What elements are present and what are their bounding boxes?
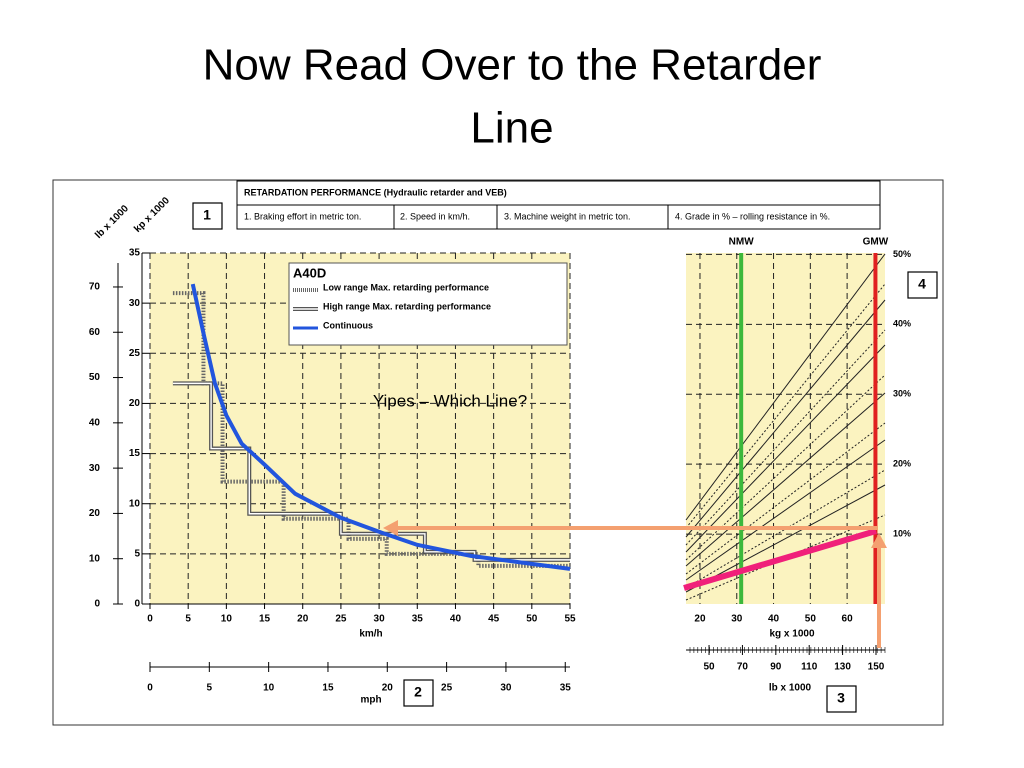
x-tick-label: 30: [731, 614, 743, 625]
slide-title: Line: [470, 104, 553, 153]
x-tick-label: 60: [842, 614, 854, 625]
x2-tick-label: 70: [737, 662, 749, 673]
x-tick-label: 30: [374, 614, 386, 625]
x-tick-label: 40: [450, 614, 462, 625]
x-tick-label: 35: [412, 614, 424, 625]
legend-title: A40D: [293, 265, 326, 280]
x-tick-label: 50: [805, 614, 817, 625]
legend-label: High range Max. retarding performance: [323, 301, 491, 311]
step-box: [826, 685, 857, 713]
x-tick-label: 25: [335, 614, 347, 625]
x2-tick-label: 10: [263, 683, 275, 694]
x2-tick-label: 150: [868, 662, 885, 673]
x-axis-label: km/h: [359, 629, 382, 640]
grade-line-dotted: [685, 329, 886, 546]
x2-tick-label: 35: [560, 683, 572, 694]
x2-tick-label: 110: [801, 662, 818, 673]
x-tick-label: 40: [768, 614, 780, 625]
grade-line: [685, 392, 886, 567]
step-box: [403, 679, 434, 707]
y-tick-label: 25: [129, 348, 141, 359]
y-tick-label: 0: [134, 599, 140, 610]
y-tick-label: 15: [129, 448, 141, 459]
legend-label: Continuous: [323, 320, 373, 330]
y2-tick-label: 70: [89, 282, 101, 293]
x2-tick-label: 15: [322, 683, 334, 694]
retarder-line-highlight: [683, 528, 877, 591]
x-tick-label: 20: [694, 614, 706, 625]
marker-label: NMW: [729, 237, 755, 248]
y-tick-label: 30: [129, 298, 141, 309]
y-tick-label: 20%: [893, 459, 911, 469]
header-item: 1. Braking effort in metric ton.: [244, 211, 361, 221]
x2-tick-label: 130: [834, 662, 851, 673]
y-tick-label: 5: [134, 548, 140, 559]
x-tick-label: 45: [488, 614, 500, 625]
left-chart: 0 5 10 15 20 25 30 35 40 45 50 55051015202530350102…: [89, 195, 576, 706]
arrow-head: [383, 520, 398, 536]
y2-tick-label: 30: [89, 463, 101, 474]
annotation: Yipes – Which Line?: [373, 391, 527, 410]
x2-axis-label: lb x 1000: [769, 683, 812, 694]
x-tick-label: 50: [526, 614, 538, 625]
header-item: 2. Speed in km/h.: [400, 211, 470, 221]
step-box: [907, 271, 938, 299]
step-label: 2: [414, 684, 422, 700]
legend-box: [288, 262, 568, 346]
y-tick-label: 50%: [893, 249, 911, 259]
header-title: RETARDATION PERFORMANCE (Hydraulic retar…: [244, 187, 507, 197]
y-tick-label: 30%: [893, 389, 911, 399]
x2-tick-label: 30: [500, 683, 512, 694]
y-tick-label: 35: [129, 248, 141, 259]
y2-tick-label: 20: [89, 508, 101, 519]
x-tick-label: 0: [147, 614, 153, 625]
x-tick-label: 55: [564, 614, 576, 625]
x2-tick-label: 20: [382, 683, 394, 694]
grade-line: [685, 299, 886, 538]
plot-background: [686, 253, 885, 604]
step-label: 1: [203, 207, 211, 223]
y2-tick-label: 0: [94, 599, 100, 610]
step-label: 4: [918, 276, 926, 292]
arrow-head: [871, 533, 887, 548]
grade-line-dotted: [685, 283, 886, 529]
y2-tick-label: 40: [89, 417, 101, 428]
y2-tick-label: 60: [89, 327, 101, 338]
header-item: 3. Machine weight in metric ton.: [504, 211, 631, 221]
y-tick-label: 10: [129, 498, 141, 509]
series-line-inner: [172, 382, 570, 561]
x2-axis-label: mph: [360, 695, 381, 706]
x2-tick-label: 0: [147, 683, 153, 694]
y-tick-label: 20: [129, 398, 141, 409]
marker-label: GMW: [863, 237, 889, 248]
series-line: [190, 283, 571, 571]
grade-line-dotted: [685, 422, 886, 575]
x2-tick-label: 25: [441, 683, 453, 694]
grade-line: [685, 439, 886, 581]
y-tick-label: 10%: [893, 528, 911, 538]
y-tick-label: 40%: [893, 319, 911, 329]
x2-tick-label: 5: [207, 683, 213, 694]
slide-title: Now Read Over to the Retarder: [203, 41, 822, 90]
grade-line: [685, 253, 886, 521]
step-label: 3: [837, 690, 845, 706]
step-box: [192, 202, 223, 230]
x-axis-label: kg x 1000: [769, 629, 814, 640]
grade-line: [685, 484, 886, 593]
x-tick-label: 20: [297, 614, 309, 625]
y2-tick-label: 50: [89, 372, 101, 383]
x2-tick-label: 50: [703, 662, 715, 673]
grade-line: [685, 344, 886, 553]
legend-label: Low range Max. retarding performance: [323, 282, 489, 292]
x2-tick-label: 90: [770, 662, 782, 673]
x-tick-label: 15: [259, 614, 271, 625]
x-tick-label: 10: [221, 614, 233, 625]
annotations: [383, 520, 887, 648]
grade-line-dotted: [685, 469, 886, 589]
y2-tick-label: 10: [89, 553, 101, 564]
x-tick-label: 5: [185, 614, 191, 625]
header-item: 4. Grade in % – rolling resistance in %.: [675, 211, 830, 221]
